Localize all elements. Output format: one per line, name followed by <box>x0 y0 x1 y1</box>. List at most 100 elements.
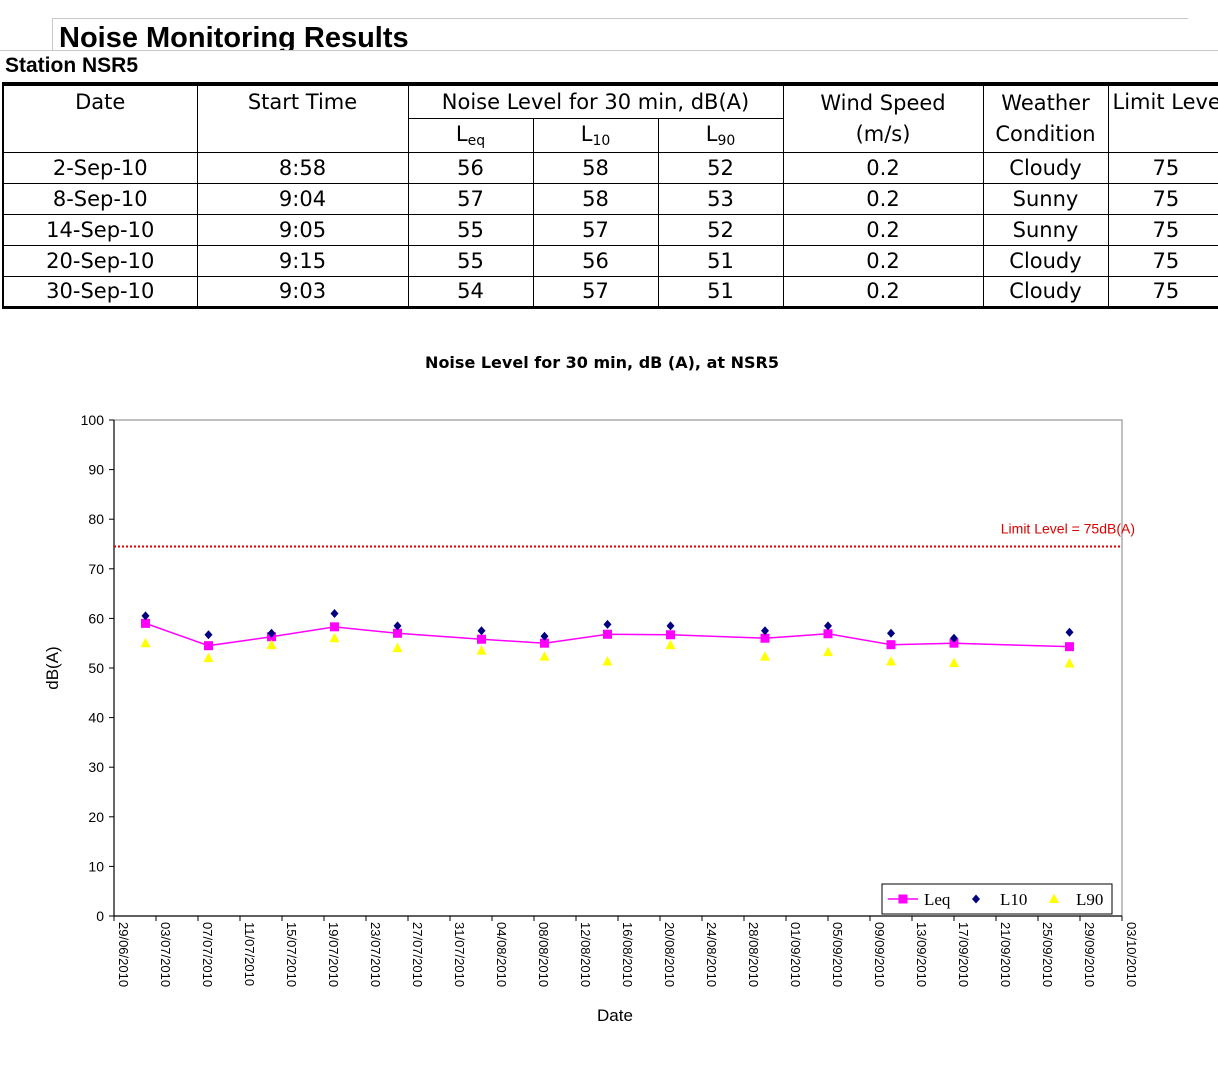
leq-point <box>330 622 339 632</box>
cell-l10: 56 <box>532 244 659 277</box>
legend-l10-marker <box>972 894 980 904</box>
cell-l10: 58 <box>532 182 659 215</box>
table-row: 30-Sep-10 9:03 54 57 51 0.2 Cloudy 75 <box>2 275 1218 308</box>
plot-area <box>113 419 1123 917</box>
legend-leq-label: Leq <box>924 890 951 909</box>
header-noise-level: Noise Level for 30 min, dB(A) <box>407 83 784 119</box>
cell-wind: 0.2 <box>782 244 984 277</box>
l10-point <box>761 626 769 636</box>
l90-point <box>602 656 613 666</box>
leq-point <box>477 634 486 644</box>
header-leq-main: L <box>455 121 468 146</box>
l90-point <box>203 652 214 663</box>
legend: Leq L10 L90 <box>881 883 1113 915</box>
legend-l10-label: L10 <box>1000 890 1027 909</box>
cell-leq: 56 <box>407 151 534 184</box>
x-tick-label: 31/07/2010 <box>452 922 467 987</box>
cell-leq: 57 <box>407 182 534 215</box>
header-l10: L10 <box>532 117 659 153</box>
table-row: 2-Sep-10 8:58 56 58 52 0.2 Cloudy 75 <box>2 151 1218 184</box>
cell-limit: 75 <box>1107 244 1218 277</box>
l90-point <box>329 632 340 643</box>
l90-point <box>823 646 833 657</box>
leq-point <box>603 629 612 639</box>
cell-limit: 75 <box>1107 151 1218 184</box>
leq-point <box>823 629 833 639</box>
legend-leq-marker <box>898 894 908 904</box>
x-tick-label: 11/07/2010 <box>242 922 257 986</box>
l10-point <box>393 621 402 631</box>
l10-point <box>267 628 276 638</box>
cell-leq: 55 <box>407 244 534 277</box>
cell-l10: 58 <box>532 151 659 184</box>
cell-l90: 52 <box>657 213 784 246</box>
limit-line-label: Limit Level = 75dB(A) <box>1001 520 1135 536</box>
header-wind-line1: Wind Speed <box>820 90 946 115</box>
leq-point <box>666 630 675 640</box>
x-tick-label: 12/08/2010 <box>578 922 593 987</box>
limit-line-group: Limit Level = 75dB(A) <box>114 520 1135 548</box>
cell-leq: 54 <box>407 275 534 308</box>
x-tick-label: 19/07/2010 <box>326 922 341 987</box>
header-leq: Leq <box>407 117 534 153</box>
cell-start-time: 9:04 <box>196 182 409 215</box>
y-tick-label: 70 <box>88 561 104 577</box>
table-row: 8-Sep-10 9:04 57 58 53 0.2 Sunny 75 <box>2 182 1218 215</box>
x-tick-label: 25/09/2010 <box>1040 922 1055 987</box>
x-tick-label: 29/06/2010 <box>116 922 131 987</box>
leq-point <box>540 638 549 648</box>
l90-point <box>665 639 676 650</box>
x-axis-label: Date <box>597 1006 633 1025</box>
header-l10-main: L <box>580 121 593 146</box>
cell-limit: 75 <box>1107 182 1218 215</box>
header-limit-level: Limit Leve <box>1107 83 1218 153</box>
legend-box <box>881 883 1113 915</box>
table-row: 20-Sep-10 9:15 55 56 51 0.2 Cloudy 75 <box>2 244 1218 277</box>
leq-point <box>949 638 959 648</box>
cell-wind: 0.2 <box>782 151 984 184</box>
header-weather-line2: Condition <box>995 121 1096 146</box>
x-tick-label: 04/08/2010 <box>494 922 509 987</box>
cell-date: 20-Sep-10 <box>2 244 198 277</box>
l90-point <box>886 656 896 666</box>
cell-start-time: 9:15 <box>196 244 409 277</box>
cell-l10: 57 <box>532 213 659 246</box>
x-axis-ticks: 29/06/2010 03/07/2010 07/07/2010 11/07/2010… <box>113 916 1139 987</box>
legend-l90-marker <box>1049 893 1059 903</box>
y-tick-label: 40 <box>88 710 104 726</box>
cell-wind: 0.2 <box>782 213 984 246</box>
cell-weather: Sunny <box>982 182 1109 215</box>
x-tick-label: 17/09/2010 <box>956 922 971 987</box>
cell-l90: 51 <box>657 275 784 308</box>
header-start-time: Start Time <box>196 83 409 153</box>
noise-level-chart: Noise Level for 30 min, dB (A), at NSR5 … <box>43 353 1139 1025</box>
page-title: Noise Monitoring Results <box>59 22 409 50</box>
x-tick-label: 15/07/2010 <box>284 922 299 987</box>
cell-weather: Cloudy <box>982 244 1109 277</box>
cell-start-time: 9:05 <box>196 213 409 246</box>
l90-point <box>539 651 550 661</box>
cell-leq: 55 <box>407 213 534 246</box>
station-label: Station NSR5 <box>5 54 139 77</box>
l90-point <box>392 642 403 653</box>
leq-point <box>760 633 770 643</box>
x-tick-label: 16/08/2010 <box>620 922 635 987</box>
cell-wind: 0.2 <box>782 182 984 215</box>
header-leq-sub: eq <box>467 132 486 149</box>
cell-date: 30-Sep-10 <box>2 275 198 308</box>
x-tick-label: 24/08/2010 <box>704 922 719 987</box>
x-tick-label: 09/09/2010 <box>872 922 887 987</box>
cell-weather: Cloudy <box>982 275 1109 308</box>
legend-l90-label: L90 <box>1076 890 1103 909</box>
cell-l90: 51 <box>657 244 784 277</box>
leq-point <box>204 641 213 651</box>
title-rule <box>0 50 1218 51</box>
l90-point <box>140 637 151 648</box>
l10-point <box>1065 627 1074 637</box>
leq-point <box>886 640 896 650</box>
x-tick-label: 07/07/2010 <box>200 922 215 987</box>
cell-date: 14-Sep-10 <box>2 213 198 246</box>
cell-weather: Sunny <box>982 213 1109 246</box>
x-tick-label: 27/07/2010 <box>410 922 425 987</box>
y-tick-label: 90 <box>88 462 104 478</box>
